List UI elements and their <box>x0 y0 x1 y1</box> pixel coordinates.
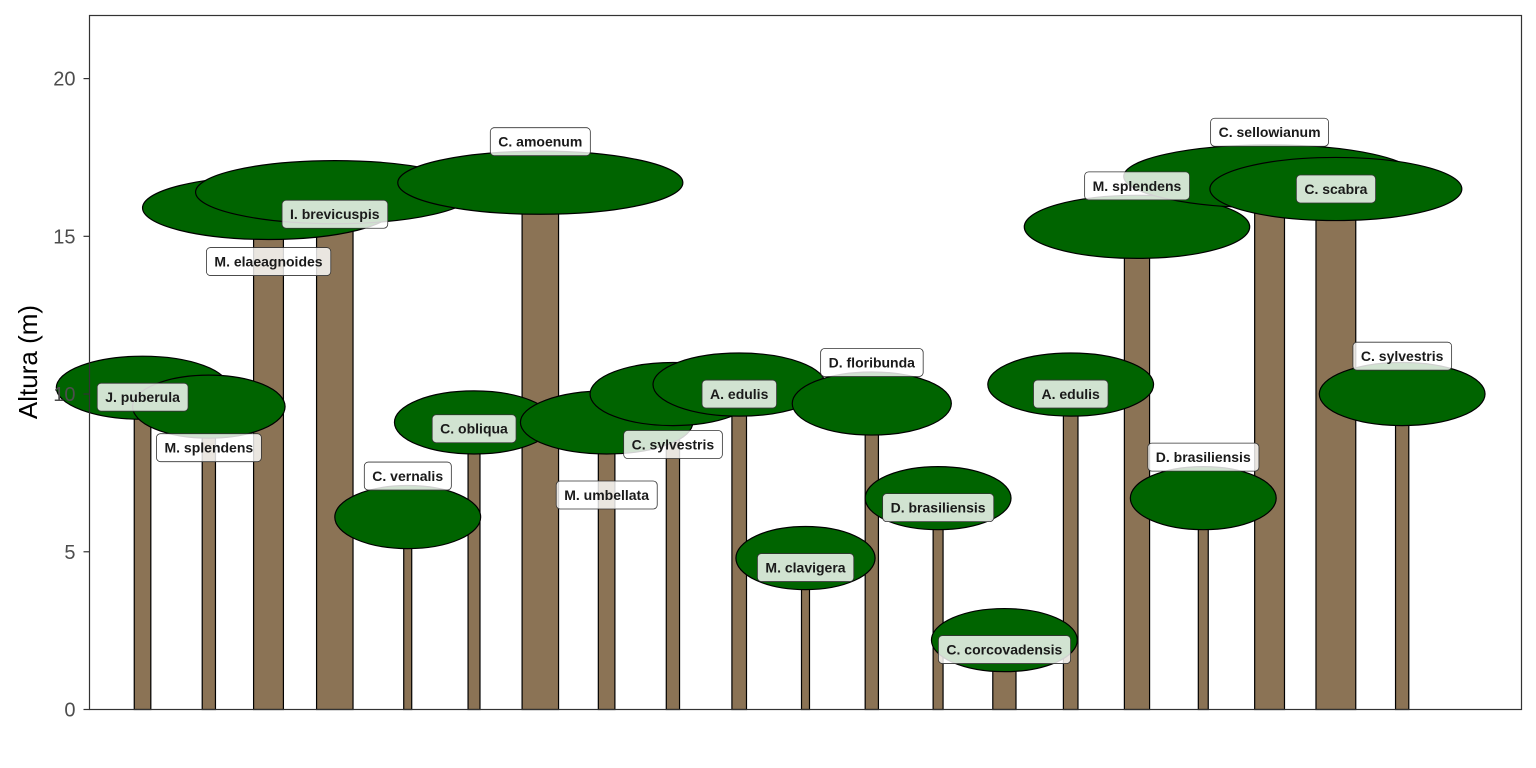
y-tick-label: 15 <box>53 226 75 248</box>
tree-label-box <box>1084 171 1190 201</box>
tree-label-box <box>96 382 189 412</box>
tree-label-box <box>431 414 517 444</box>
tree-label: M. splendens <box>156 433 262 463</box>
tree-label-text: M. umbellata <box>564 487 649 503</box>
tree-trunk <box>1123 226 1151 711</box>
y-tick-label: 20 <box>53 69 75 91</box>
tree-trunk <box>133 387 152 711</box>
tree-label-text: C. sylvestris <box>1361 348 1444 364</box>
tree-label: M. splendens <box>1084 171 1190 201</box>
tree-label-text: M. splendens <box>1093 178 1182 194</box>
tree-label: D. brasiliensis <box>882 493 995 523</box>
tree-label-box <box>156 433 262 463</box>
tree-label: M. clavigera <box>757 553 855 582</box>
tree-label-box <box>757 553 855 582</box>
y-tick-label: 5 <box>64 542 75 564</box>
tree-label: D. floribunda <box>820 348 924 377</box>
tree-trunk <box>1254 175 1286 711</box>
tree-label-box <box>820 348 924 377</box>
tree-label-text: D. floribunda <box>829 355 916 371</box>
tree-trunk <box>1394 393 1410 711</box>
tree-label-text: C. sellowianum <box>1219 124 1321 140</box>
tree-label: C. corcovadensis <box>938 635 1071 664</box>
tree-label-text: I. brevicuspis <box>290 206 380 222</box>
tree-label: A. edulis <box>701 379 777 409</box>
tree-label: C. scabra <box>1295 174 1376 204</box>
tree-label-text: C. sylvestris <box>632 437 715 453</box>
tree-label-box <box>1352 341 1453 371</box>
tree-label-text: A. edulis <box>710 386 769 402</box>
tree-label-text: C. scabra <box>1304 181 1367 197</box>
tree-label-box <box>701 379 777 409</box>
tree-trunk <box>597 421 616 711</box>
tree-label-text: M. elaeagnoides <box>214 254 322 270</box>
tree-label: J. puberula <box>96 382 189 412</box>
tree-label-box <box>1210 117 1329 147</box>
tree-label-box <box>281 199 389 229</box>
tree-label: C. vernalis <box>363 461 452 491</box>
tree-crown <box>1318 361 1486 427</box>
tree-label-text: C. amoenum <box>498 134 582 150</box>
tree-label-text: C. vernalis <box>372 468 443 484</box>
tree-label-box <box>206 247 332 276</box>
tree-label-text: M. clavigera <box>765 560 845 576</box>
tree-label-box <box>882 493 995 523</box>
tree-label-text: J. puberula <box>105 389 180 405</box>
tree-label-text: D. brasiliensis <box>891 500 986 516</box>
tree-label: A. edulis <box>1033 379 1109 409</box>
tree-label: C. amoenum <box>489 127 591 157</box>
tree-trunk <box>467 421 481 711</box>
tree-crown <box>334 484 482 550</box>
tree-label-box <box>489 127 591 157</box>
crown-layer <box>55 144 1486 673</box>
tree-label-box <box>938 635 1071 664</box>
tree-label-text: A. edulis <box>1042 386 1101 402</box>
tree-label-box <box>1295 174 1376 204</box>
tree-label-box <box>623 430 723 459</box>
label-layer: J. puberula M. splendens M. elaeagnoides I.… <box>96 117 1453 664</box>
plot-area: J. puberula M. splendens M. elaeagnoides I.… <box>55 117 1486 711</box>
y-axis: 0 5 10 15 20 <box>53 69 90 722</box>
tree-label: C. sylvestris <box>1352 341 1453 371</box>
tree-label-text: M. splendens <box>164 440 253 456</box>
tree-label: M. umbellata <box>555 480 658 510</box>
tree-label-box <box>1147 442 1260 472</box>
y-tick-label: 0 <box>64 700 75 722</box>
tree-label-box <box>363 461 452 491</box>
tree-crown <box>1129 466 1277 531</box>
tree-label-box <box>555 480 658 510</box>
tree-label: D. brasiliensis <box>1147 442 1260 472</box>
panel-border <box>88 14 1523 711</box>
tree-label: C. sylvestris <box>623 430 723 459</box>
tree-label-text: C. obliqua <box>440 421 508 437</box>
tree-crown <box>791 371 952 436</box>
tree-label-box <box>1033 379 1109 409</box>
y-axis-title: Altura (m) <box>13 305 43 419</box>
tree-label: I. brevicuspis <box>281 199 389 229</box>
tree-crown <box>397 150 684 215</box>
tree-label-text: C. corcovadensis <box>946 642 1062 658</box>
tree-trunk <box>1315 188 1357 711</box>
tree-label-text: D. brasiliensis <box>1156 449 1251 465</box>
tree-label: C. obliqua <box>431 414 517 444</box>
tree-label: C. sellowianum <box>1210 117 1329 147</box>
tree-label: M. elaeagnoides <box>206 247 332 276</box>
y-tick-label: 10 <box>53 384 75 406</box>
